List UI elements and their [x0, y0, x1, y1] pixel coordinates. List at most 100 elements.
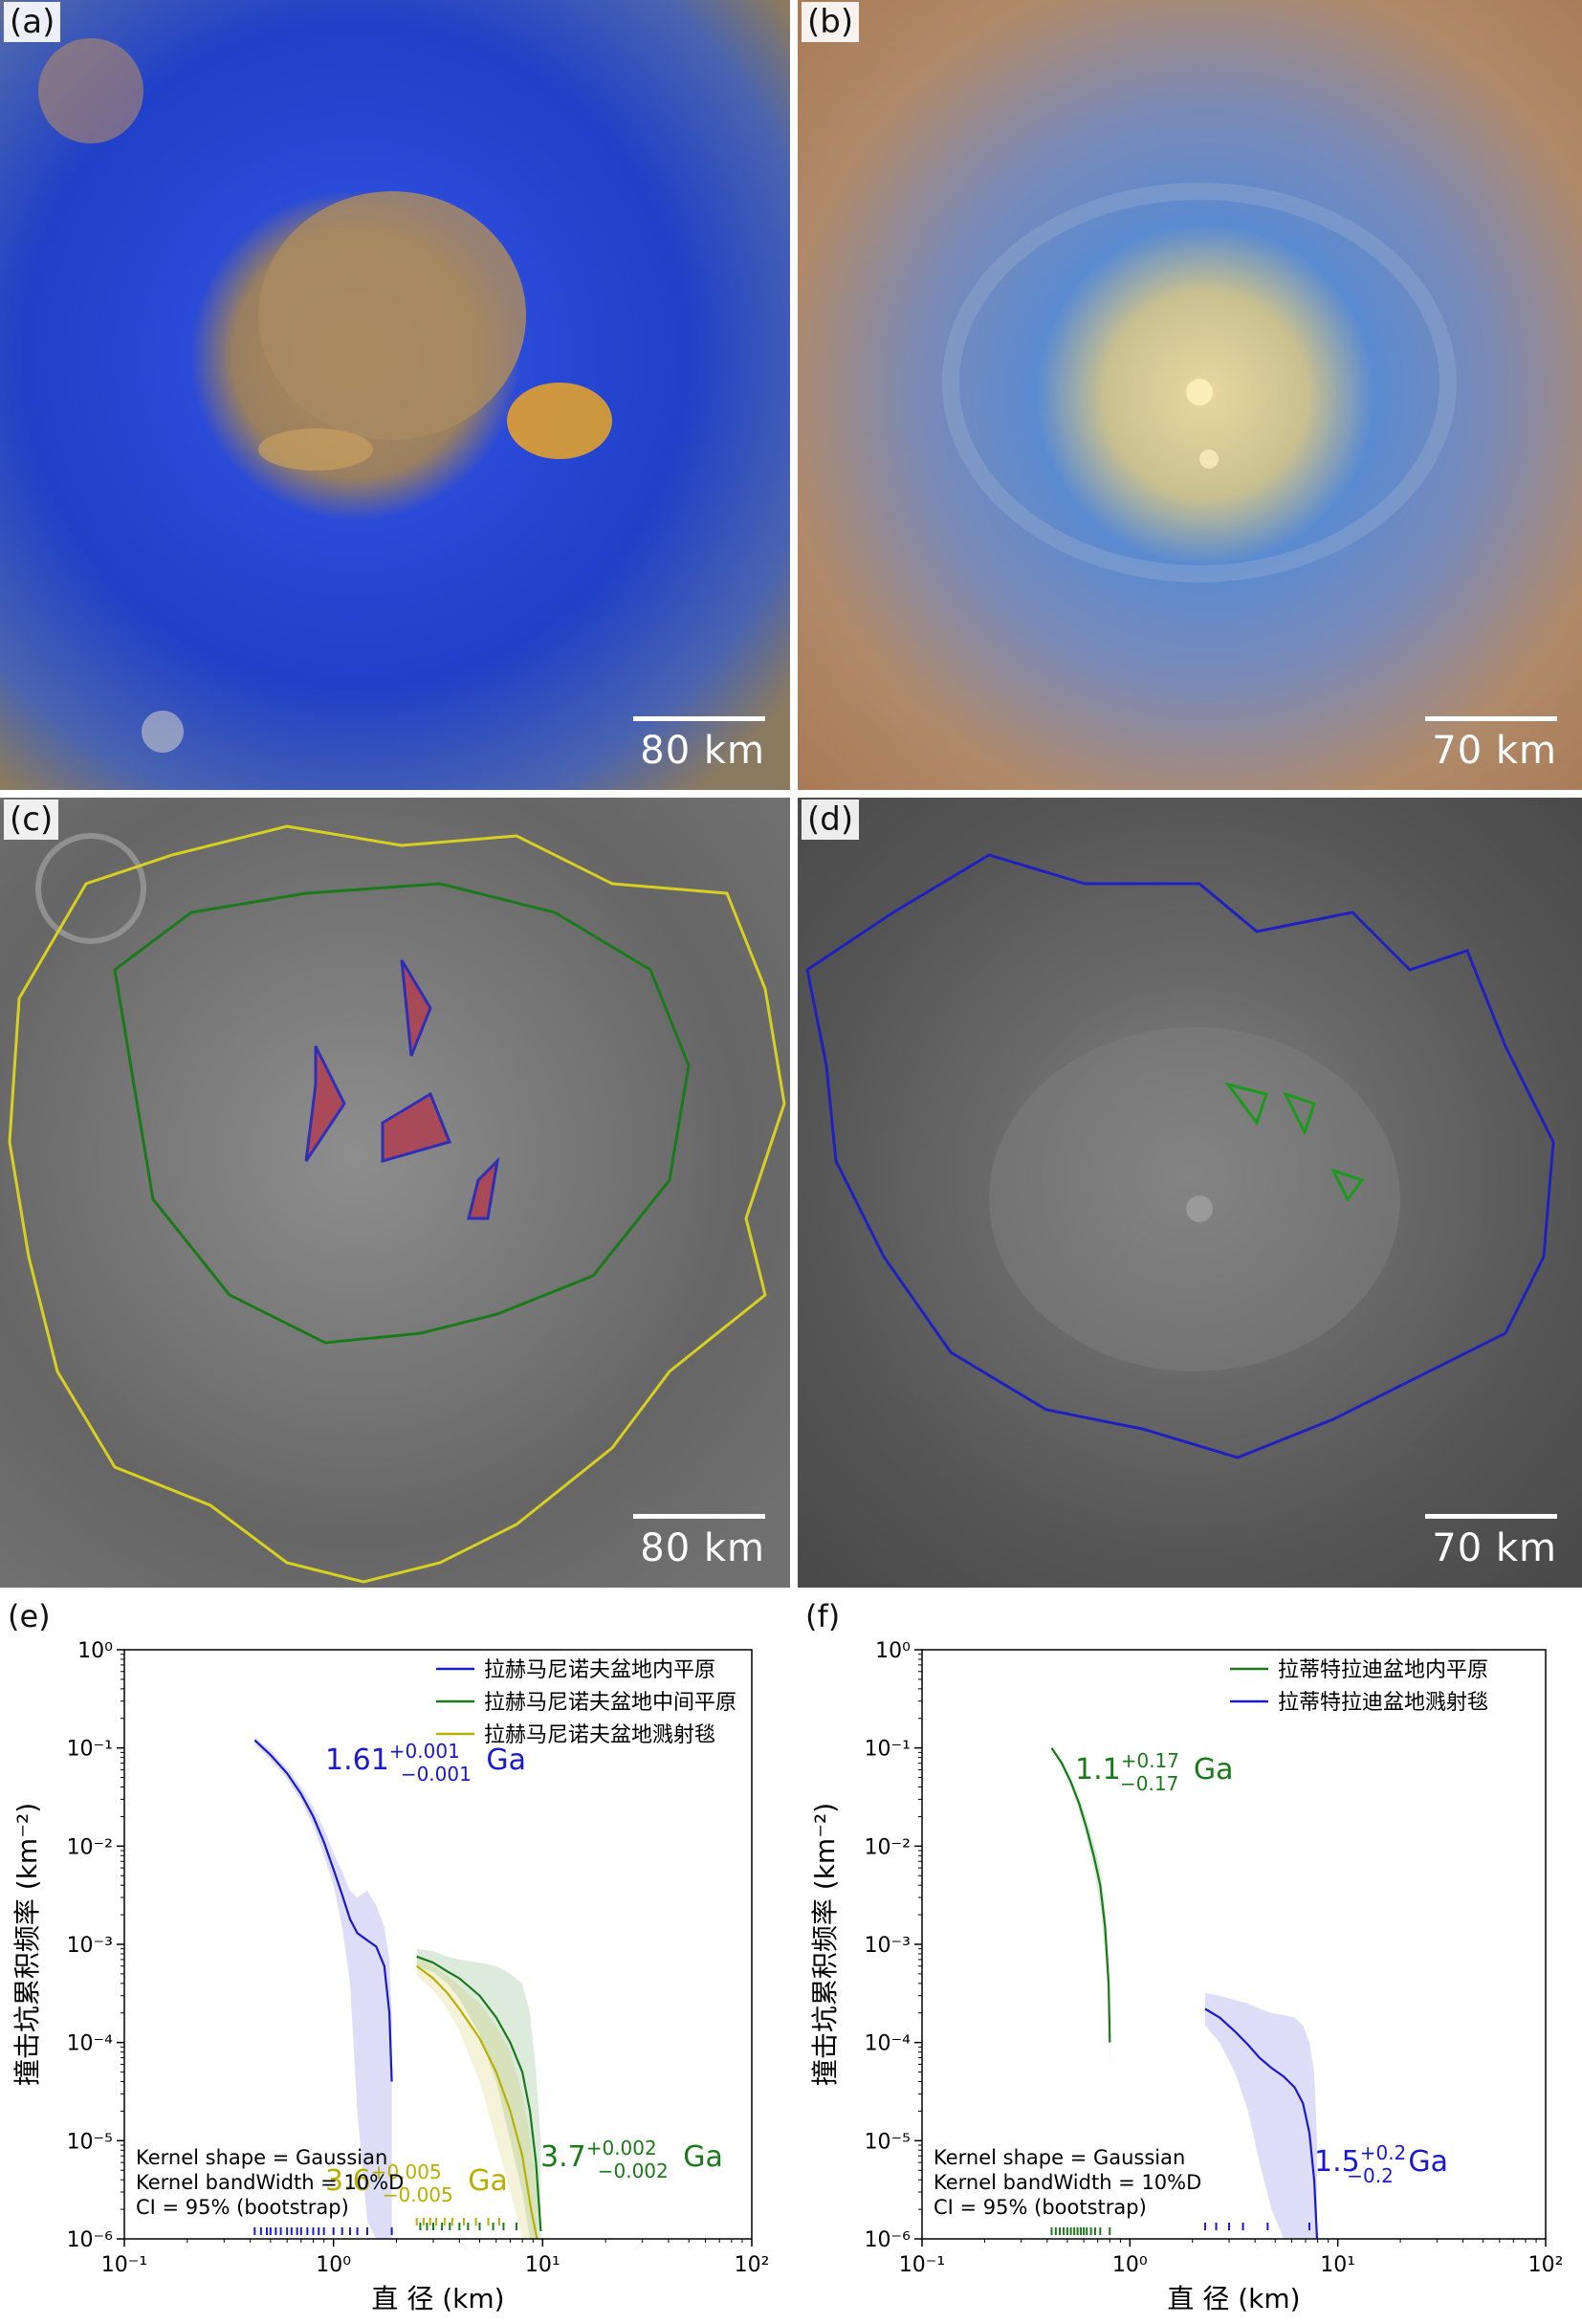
intermediate-plain-boundary	[113, 882, 691, 1345]
age-unit: Ga	[1399, 2145, 1448, 2179]
series-line	[416, 1955, 542, 2231]
confidence-band	[254, 1737, 392, 2239]
ejecta-boundary	[805, 853, 1555, 1459]
age-annotation: 3.7+0.002 −0.002 Ga	[540, 2137, 723, 2182]
panel-label: (b)	[802, 2, 860, 42]
age-error-plus: +0.17	[1121, 1749, 1179, 1772]
confidence-band	[1204, 1992, 1317, 2239]
y-axis-label: 撞击坑累积频率 (km⁻²)	[809, 1803, 841, 2086]
y-tick-label: 10⁻¹	[67, 1738, 113, 1762]
age-error-minus: −0.002	[598, 2160, 669, 2182]
x-axis-label: 直 径 (km)	[1167, 2283, 1300, 2314]
x-tick-label: 10²	[735, 2253, 770, 2277]
scale-bar-line	[1425, 1514, 1557, 1519]
age-error-plus: +0.2	[1360, 2141, 1407, 2164]
series-line	[253, 1739, 393, 2082]
panel-c-image	[0, 798, 790, 1588]
panel-a-image	[0, 0, 790, 790]
age-annotation: 1.5+0.2 −0.2 Ga	[1314, 2141, 1448, 2187]
y-tick-label: 10⁻⁶	[67, 2228, 114, 2252]
panel-a-color-map: (a) 80 km	[0, 0, 790, 790]
panel-b-image	[798, 0, 1582, 790]
age-error-plus: +0.002	[586, 2137, 657, 2160]
panel-label: (c)	[4, 800, 59, 840]
kernel-note-line: Kernel shape = Gaussian	[934, 2146, 1185, 2169]
x-axis-label: 直 径 (km)	[371, 2283, 504, 2314]
x-tick-label: 10¹	[1320, 2253, 1355, 2277]
scale-bar-label: 70 km	[1432, 1526, 1557, 1570]
kernel-note-line: CI = 95% (bootstrap)	[136, 2196, 349, 2219]
legend-label: 拉赫马尼诺夫盆地内平原	[484, 1658, 715, 1682]
y-tick-label: 10⁻²	[865, 1835, 911, 1859]
kernel-note-line: CI = 95% (bootstrap)	[934, 2196, 1147, 2219]
age-unit: Ga	[477, 1743, 526, 1777]
x-tick-label: 10¹	[525, 2253, 560, 2277]
y-tick-label: 10⁻¹	[865, 1738, 911, 1762]
age-error-plus: +0.001	[389, 1740, 460, 1763]
y-tick-label: 10⁻⁵	[865, 2130, 911, 2154]
panel-b-color-map: (b) 70 km	[798, 0, 1582, 790]
confidence-band	[1051, 1745, 1110, 2072]
y-tick-label: 10⁻²	[67, 1835, 113, 1859]
age-value: 1.5	[1314, 2145, 1360, 2179]
scale-bar-line	[1425, 716, 1557, 721]
age-value: 1.1	[1075, 1753, 1121, 1787]
kernel-note-line: Kernel bandWidth = 10%D	[136, 2171, 404, 2194]
series-line	[416, 1964, 538, 2240]
confidence-band	[416, 1956, 538, 2239]
legend-label: 拉赫马尼诺夫盆地溅射毯	[484, 1723, 715, 1747]
age-unit: Ga	[459, 2164, 508, 2198]
y-axis-label: 撞击坑累积频率 (km⁻²)	[11, 1803, 43, 2086]
age-error-plus: +0.005	[371, 2160, 442, 2183]
age-error-minus: −0.001	[401, 1763, 472, 1786]
scale-bar: 80 km	[633, 716, 765, 773]
kernel-note-line: Kernel shape = Gaussian	[136, 2146, 387, 2169]
age-error-minus: −0.17	[1120, 1772, 1178, 1795]
scale-bar-label: 70 km	[1432, 729, 1557, 773]
confidence-band	[416, 1948, 541, 2239]
panel-d-image	[798, 798, 1582, 1588]
age-error-minus: −0.005	[383, 2183, 453, 2206]
scale-bar-line	[633, 1514, 765, 1519]
age-value: 3.6	[325, 2164, 371, 2198]
y-tick-label: 10⁻³	[865, 1934, 911, 1958]
y-tick-label: 10⁰	[875, 1639, 911, 1663]
age-annotation: 3.6+0.005 −0.005 Ga	[325, 2160, 508, 2206]
series-line	[1050, 1747, 1111, 2043]
series-line	[1204, 2007, 1319, 2240]
age-error-minus: −0.2	[1347, 2164, 1394, 2187]
scale-bar: 70 km	[1425, 716, 1557, 773]
age-value: 3.7	[540, 2140, 586, 2174]
y-tick-label: 10⁻⁴	[67, 2032, 114, 2056]
scale-bar: 70 km	[1425, 1514, 1557, 1570]
y-tick-label: 10⁻⁶	[865, 2228, 912, 2252]
x-tick-label: 10⁰	[1112, 2253, 1148, 2277]
panel-d-geologic-map: (d) 70 km	[798, 798, 1582, 1588]
chart-panel-label: (e)	[8, 1598, 51, 1634]
x-tick-label: 10⁰	[316, 2253, 351, 2277]
scale-bar: 80 km	[633, 1514, 765, 1570]
panel-label: (a)	[4, 2, 61, 42]
panel-c-geologic-map: (c) 80 km	[0, 798, 790, 1588]
kernel-note-line: Kernel bandWidth = 10%D	[934, 2171, 1201, 2194]
legend-label: 拉赫马尼诺夫盆地中间平原	[484, 1691, 736, 1715]
age-annotation: 1.1+0.17 −0.17 Ga	[1075, 1749, 1233, 1795]
y-tick-label: 10⁻³	[67, 1934, 113, 1958]
y-tick-label: 10⁻⁴	[865, 2032, 912, 2056]
x-tick-label: 10⁻¹	[101, 2253, 147, 2277]
panel-label: (d)	[802, 800, 860, 840]
chart-panel-label: (f)	[805, 1598, 840, 1634]
x-tick-label: 10²	[1528, 2253, 1564, 2277]
scale-bar-line	[633, 716, 765, 721]
chart-f-crater-size-frequency: (f) 10⁻¹ 10⁰ 10¹ 10² 10⁻⁶ 10⁻⁵ 10⁻⁴ 10⁻³ 10⁻² 10⁻¹…	[805, 1598, 1564, 2314]
age-unit: Ga	[1184, 1753, 1233, 1787]
legend-label: 拉蒂特拉迪盆地溅射毯	[1278, 1691, 1488, 1715]
age-annotation: 1.61+0.001 −0.001 Ga	[325, 1740, 526, 1786]
x-tick-label: 10⁻¹	[899, 2253, 945, 2277]
scale-bar-label: 80 km	[640, 729, 765, 773]
chart-e-crater-size-frequency: (e) 10⁻¹ 10⁰ 10¹ 10² 10⁻⁶ 10⁻⁵ 10⁻⁴ 10⁻³ 10⁻² 10⁻¹…	[8, 1598, 770, 2314]
scale-bar-label: 80 km	[640, 1526, 765, 1570]
y-tick-label: 10⁰	[77, 1639, 113, 1663]
age-unit: Ga	[674, 2140, 723, 2174]
age-value: 1.61	[325, 1743, 389, 1777]
